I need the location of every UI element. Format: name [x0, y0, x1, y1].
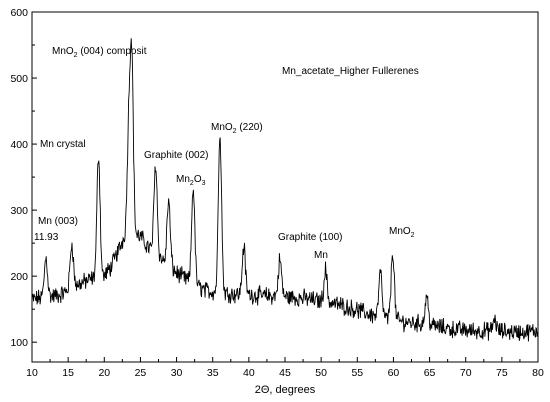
plot-border: [31, 11, 539, 363]
annotation-label: 11.93: [34, 232, 59, 243]
x-tick-label: 70: [460, 367, 472, 379]
y-tick-label: 100: [10, 337, 28, 349]
y-tick-label: 200: [10, 271, 28, 283]
x-tick-label: 50: [315, 367, 327, 379]
x-tick-label: 30: [171, 367, 183, 379]
y-tick-label: 300: [10, 205, 28, 217]
x-tick-label: 45: [279, 367, 291, 379]
x-tick-label: 60: [388, 367, 400, 379]
x-tick-label: 80: [532, 367, 544, 379]
x-tick-label: 40: [243, 367, 255, 379]
x-tick-label: 10: [26, 367, 38, 379]
y-tick-label: 600: [10, 7, 28, 19]
x-tick-label: 65: [424, 367, 436, 379]
y-tick-label: 400: [10, 139, 28, 151]
annotation-label: MnO2 (220): [211, 122, 263, 135]
annotation-label: Mn2O3: [176, 174, 206, 187]
series-layer: [31, 38, 539, 342]
x-tick-label: 20: [98, 367, 110, 379]
x-axis-title: 2Θ, degrees: [255, 384, 316, 396]
y-axis: 100 200 300 400 500 600: [10, 7, 37, 349]
x-tick-label: 55: [351, 367, 363, 379]
x-axis: 10 15 20 25 30 35 40 45 50 55 60 65 70 75 80: [26, 357, 544, 379]
annotation-label: MnO2 (004) composit: [52, 46, 147, 59]
annotation-label: Mn crystal: [40, 139, 86, 150]
x-tick-label: 15: [62, 367, 74, 379]
annotation-label: Mn_acetate_Higher Fullerenes: [282, 66, 419, 77]
annotation-label: MnO2: [389, 226, 415, 239]
x-tick-label: 25: [135, 367, 147, 379]
annotation-label: Graphite (100): [278, 232, 342, 243]
x-tick-label: 75: [496, 367, 508, 379]
annotation-layer: MnO2 (004) composit Mn_acetate_Higher Ful…: [34, 46, 419, 261]
plot-frame: [31, 11, 539, 363]
y-tick-label: 500: [10, 73, 28, 85]
xrd-series-line: [31, 38, 539, 342]
annotation-label: Mn: [314, 250, 328, 261]
x-tick-label: 35: [207, 367, 219, 379]
annotation-label: Graphite (002): [144, 150, 208, 161]
annotation-label: Mn (003): [38, 216, 78, 227]
